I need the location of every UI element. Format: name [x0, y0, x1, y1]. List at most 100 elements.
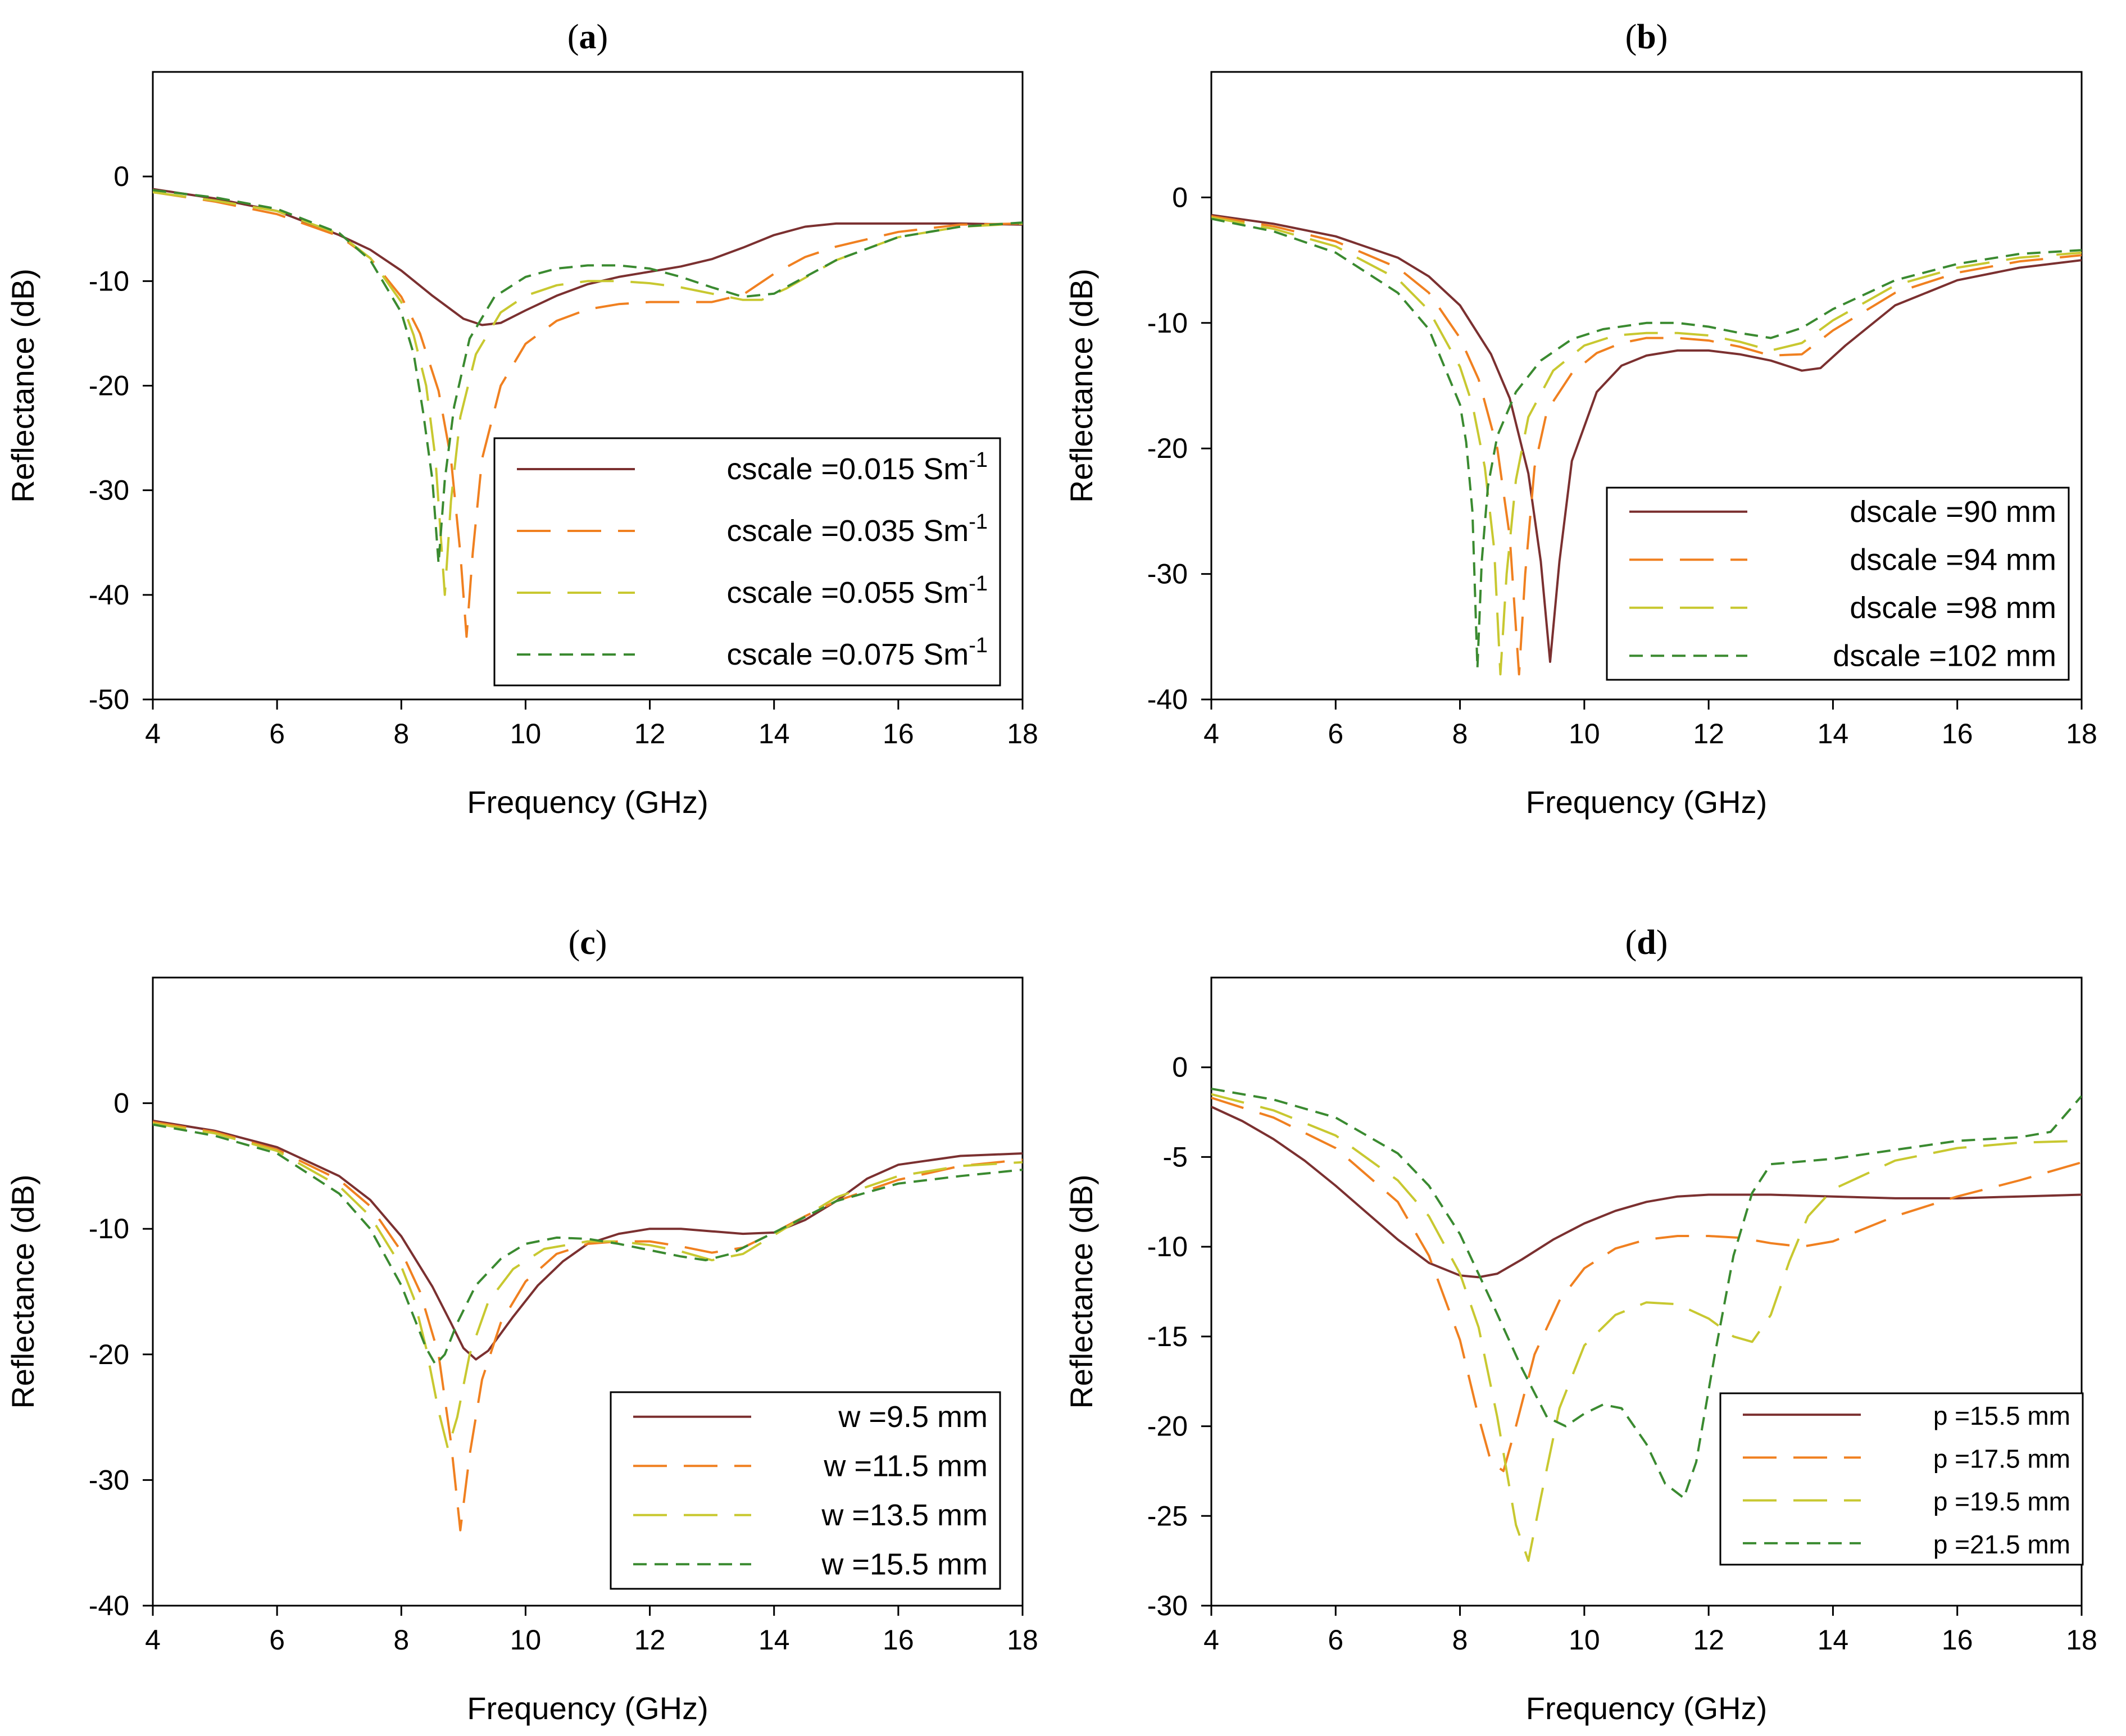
legend-label: p =19.5 mm: [1933, 1487, 2070, 1516]
x-tick-label: 6: [269, 1624, 285, 1656]
panel-label: (a): [567, 18, 608, 56]
chart-panel-c: (c) 4 6 8 10 12 14 16 18 -40 -30 -20 -10 0 Frequency (…: [5, 924, 1038, 1726]
legend-label: p =21.5 mm: [1933, 1530, 2070, 1559]
y-tick-label: -20: [1147, 1411, 1188, 1442]
y-tick-label: -20: [89, 1339, 129, 1370]
y-tick-label: -10: [1147, 307, 1188, 339]
y-tick-label: -5: [1163, 1141, 1188, 1173]
y-axis-title: Reflectance (dB): [1064, 1174, 1099, 1408]
chart-panel-b: (b) 4 6 8 10 12 14 16 18 -40 -30 -20 -10 0 Frequency (…: [1064, 18, 2097, 820]
legend-label: w =13.5 mm: [821, 1498, 988, 1532]
y-tick-label: 0: [113, 1088, 129, 1119]
panel-label: (b): [1625, 18, 1668, 56]
y-tick-label: -30: [89, 475, 129, 506]
series-line-2: [153, 191, 1023, 638]
x-tick-label: 14: [758, 718, 790, 749]
y-tick-label: -40: [89, 1590, 129, 1621]
x-axis-title: Frequency (GHz): [467, 1690, 708, 1726]
y-tick-label: -50: [89, 684, 129, 715]
panel-letter: d: [1637, 924, 1656, 962]
x-tick-label: 10: [1569, 718, 1600, 749]
y-tick-label: -40: [1147, 684, 1188, 715]
y-tick-label: -20: [89, 370, 129, 402]
y-tick-label: -20: [1147, 433, 1188, 464]
y-tick-label: 0: [1172, 1052, 1188, 1083]
x-tick-label: 8: [393, 1624, 409, 1656]
x-axis-title: Frequency (GHz): [467, 784, 708, 820]
legend-box: [493, 437, 1001, 687]
series-line-3: [153, 1122, 1023, 1450]
series-line-1: [153, 188, 1023, 326]
legend: dscale =90 mm dscale =94 mm dscale =98 mm d…: [1606, 487, 2070, 681]
legend-label: cscale =0.035 Sm-1: [726, 510, 988, 548]
y-axis-title: Reflectance (dB): [5, 1174, 40, 1408]
x-tick-label: 12: [1693, 718, 1724, 749]
x-tick-label: 6: [1328, 1624, 1343, 1656]
x-tick-label: 8: [1452, 718, 1468, 749]
plot-frame: [1210, 976, 2083, 1607]
series-line-3: [1211, 216, 2082, 676]
y-tick-label: 0: [1172, 181, 1188, 213]
x-tick-label: 8: [1452, 1624, 1468, 1656]
y-tick-label: -10: [89, 265, 129, 297]
x-tick-label: 18: [1007, 718, 1038, 749]
y-tick-label: 0: [113, 161, 129, 192]
legend-label: dscale =102 mm: [1833, 639, 2056, 672]
x-axis-title: Frequency (GHz): [1526, 784, 1767, 820]
legend: cscale =0.015 Sm-1 cscale =0.035 Sm-1 csca…: [493, 437, 1001, 687]
legend-label: cscale =0.075 Sm-1: [726, 634, 988, 671]
legend: p =15.5 mm p =17.5 mm p =19.5 mm p =21.5 mm: [1719, 1392, 2084, 1566]
x-tick-label: 16: [1942, 1624, 1973, 1656]
y-tick-label: -25: [1147, 1500, 1188, 1532]
x-tick-label: 12: [1693, 1624, 1724, 1656]
legend: w =9.5 mm w =11.5 mm w =13.5 mm w =15.5 mm: [610, 1391, 1001, 1590]
x-tick-label: 10: [510, 1624, 542, 1656]
panel-label: (d): [1625, 924, 1668, 962]
y-tick-label: -40: [89, 579, 129, 611]
y-tick-label: -30: [1147, 558, 1188, 590]
y-tick-label: -30: [1147, 1590, 1188, 1621]
x-tick-label: 12: [634, 1624, 666, 1656]
legend-label: cscale =0.055 Sm-1: [726, 572, 988, 610]
series-line-4: [1211, 1088, 2082, 1499]
series-line-3: [1211, 1093, 2082, 1562]
legend-label: dscale =90 mm: [1850, 495, 2056, 529]
legend-label: w =9.5 mm: [838, 1400, 988, 1434]
x-tick-label: 16: [883, 1624, 914, 1656]
chart-panel-d: (d) 4 6 8 10 12 14 16 18 -30 -25 -20 -15 -10 -5 0 Freque…: [1064, 924, 2097, 1726]
series-line-3: [153, 191, 1023, 596]
panel-letter: c: [580, 924, 596, 962]
y-tick-label: -10: [89, 1213, 129, 1244]
legend-box: [610, 1391, 1001, 1590]
x-tick-label: 6: [1328, 718, 1343, 749]
legend-label: w =15.5 mm: [821, 1547, 988, 1581]
x-tick-label: 16: [883, 718, 914, 749]
x-tick-label: 4: [145, 1624, 161, 1656]
series-line-1: [1211, 213, 2082, 663]
series-line-1: [153, 1119, 1023, 1361]
chart-panel-a: (a) 4 6 8 10 12 14 16 18 -50 -40 -30 -20 -10 0 Frequenc…: [5, 18, 1038, 820]
legend-box: [1606, 487, 2070, 681]
series-line-4: [1211, 217, 2082, 670]
legend-label: dscale =94 mm: [1850, 543, 2056, 576]
x-tick-label: 14: [1818, 718, 1849, 749]
y-axis-title: Reflectance (dB): [5, 269, 40, 503]
series-line-1: [1211, 1106, 2082, 1279]
plot-frame: [1210, 71, 2083, 701]
plot-frame: [152, 976, 1024, 1607]
panel-label: (c): [569, 924, 607, 962]
y-tick-label: -10: [1147, 1231, 1188, 1262]
x-tick-label: 18: [2066, 718, 2097, 749]
x-tick-label: 12: [634, 718, 666, 749]
legend-label: w =11.5 mm: [823, 1449, 988, 1483]
x-tick-label: 10: [1569, 1624, 1600, 1656]
series-line-4: [153, 1123, 1023, 1366]
legend-box: [1719, 1392, 2084, 1566]
x-tick-label: 4: [1203, 718, 1219, 749]
x-tick-label: 4: [145, 718, 161, 749]
series-line-2: [1211, 1097, 2082, 1473]
x-tick-label: 4: [1203, 1624, 1219, 1656]
x-tick-label: 14: [758, 1624, 790, 1656]
x-tick-label: 8: [393, 718, 409, 749]
